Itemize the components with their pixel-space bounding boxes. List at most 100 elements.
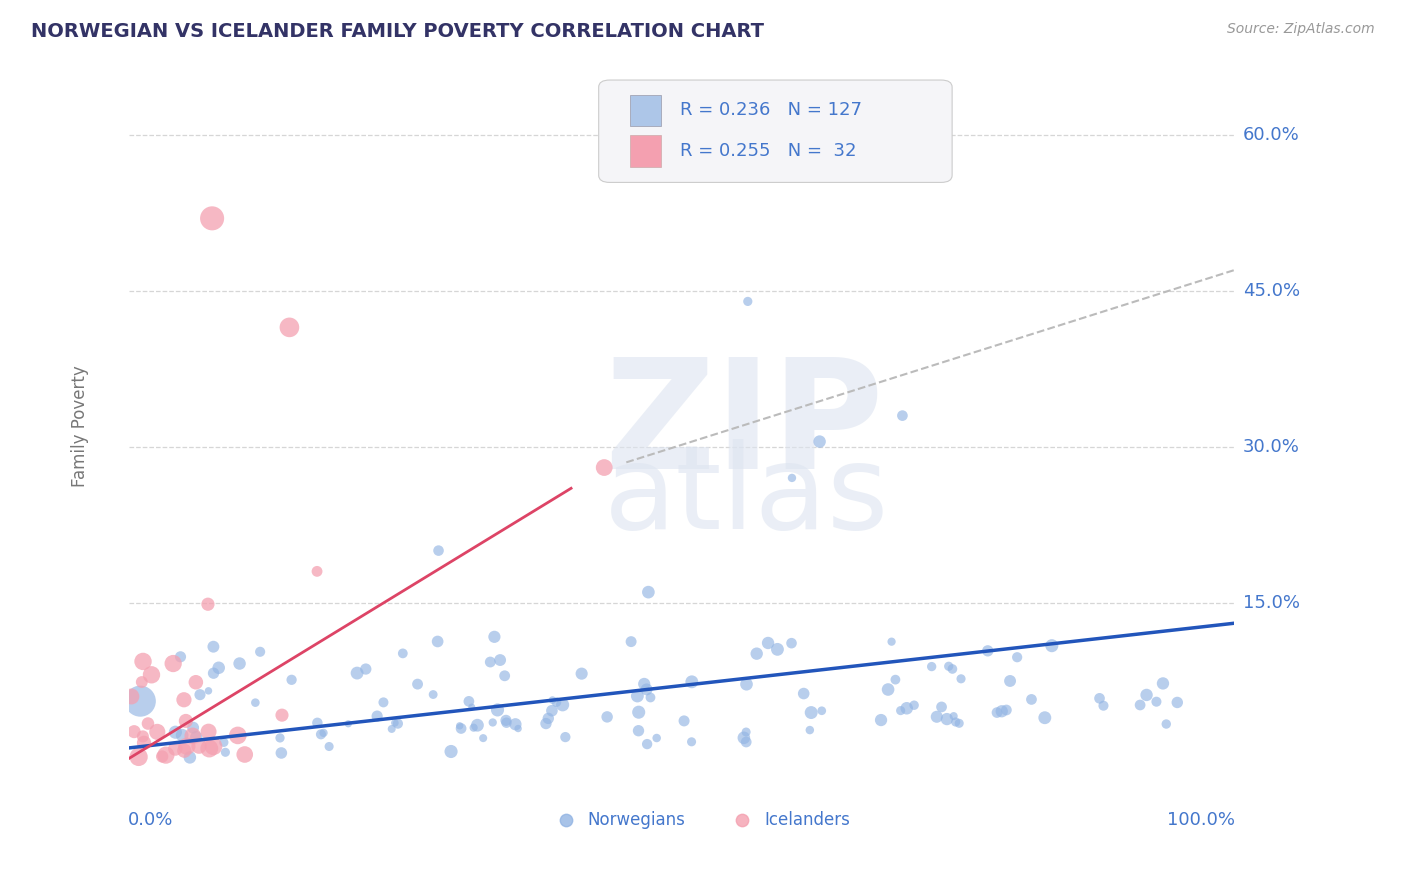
Point (921, 659, 943, 673)
Point (990, 704, 1012, 718)
Point (870, 713, 893, 727)
Point (179, 750, 201, 764)
Point (484, 630, 506, 644)
Point (184, 675, 207, 690)
Point (808, 434, 831, 449)
Point (155, 748, 177, 763)
Point (307, 715, 329, 730)
Point (681, 735, 703, 749)
Point (201, 211, 224, 226)
Point (212, 735, 235, 749)
Point (278, 320, 301, 334)
Point (132, 736, 155, 750)
Text: Source: ZipAtlas.com: Source: ZipAtlas.com (1227, 22, 1375, 37)
Point (479, 655, 502, 669)
Text: R = 0.236   N = 127: R = 0.236 N = 127 (681, 102, 862, 120)
Point (122, 724, 145, 739)
Point (467, 718, 489, 732)
Point (780, 636, 803, 650)
Point (735, 677, 758, 691)
Text: R = 0.255   N =  32: R = 0.255 N = 32 (681, 142, 856, 160)
Point (120, 690, 142, 704)
Point (554, 812, 576, 826)
Point (132, 655, 155, 669)
Point (896, 701, 918, 715)
Point (554, 730, 576, 744)
Point (141, 667, 163, 681)
Point (245, 696, 267, 710)
Point (202, 739, 225, 754)
Point (938, 659, 960, 673)
Point (534, 716, 557, 731)
Point (931, 700, 953, 714)
Point (132, 730, 155, 744)
Point (489, 653, 512, 667)
Point (891, 409, 914, 423)
Point (627, 723, 650, 738)
Point (1033, 711, 1056, 725)
Point (995, 703, 1018, 717)
Point (640, 690, 662, 705)
Point (472, 731, 495, 745)
Point (208, 661, 231, 675)
Point (354, 662, 377, 676)
Point (391, 646, 413, 660)
Point (381, 722, 404, 736)
Point (427, 543, 450, 558)
Point (337, 716, 360, 731)
FancyBboxPatch shape (599, 80, 952, 183)
Point (745, 647, 768, 661)
Point (596, 710, 619, 724)
Point (541, 704, 564, 718)
Point (181, 729, 204, 743)
Point (188, 739, 211, 754)
Point (681, 674, 703, 689)
Point (174, 714, 197, 728)
Point (270, 746, 292, 760)
Point (636, 737, 658, 751)
Point (935, 712, 957, 726)
Point (214, 745, 236, 759)
Text: 45.0%: 45.0% (1243, 282, 1299, 300)
Point (880, 634, 903, 648)
Point (735, 735, 758, 749)
Point (366, 709, 388, 723)
Point (942, 709, 965, 723)
FancyBboxPatch shape (630, 136, 661, 167)
Text: Family Poverty: Family Poverty (70, 365, 89, 487)
Point (800, 706, 823, 720)
Point (1154, 717, 1177, 731)
Point (197, 683, 219, 698)
Point (387, 716, 409, 731)
Point (998, 673, 1021, 688)
Point (505, 717, 527, 731)
Point (128, 750, 150, 764)
Point (1088, 691, 1111, 706)
Point (903, 698, 925, 713)
Point (1135, 688, 1157, 702)
Point (551, 698, 574, 712)
Point (271, 708, 294, 723)
Point (450, 722, 472, 736)
Point (948, 716, 970, 731)
Text: Norwegians: Norwegians (588, 811, 686, 829)
Point (626, 689, 648, 703)
Point (162, 657, 184, 671)
Point (766, 642, 789, 657)
Point (977, 644, 1000, 658)
Point (731, 812, 754, 826)
Point (197, 724, 219, 739)
Point (950, 672, 973, 686)
Point (440, 744, 463, 758)
Point (546, 695, 568, 709)
Point (309, 727, 332, 741)
Point (422, 688, 444, 702)
Point (233, 747, 256, 762)
Point (426, 634, 449, 648)
Point (188, 688, 211, 702)
Point (457, 694, 479, 708)
Point (486, 703, 509, 717)
Point (373, 695, 395, 709)
Text: ZIP: ZIP (605, 351, 884, 500)
Point (793, 687, 815, 701)
